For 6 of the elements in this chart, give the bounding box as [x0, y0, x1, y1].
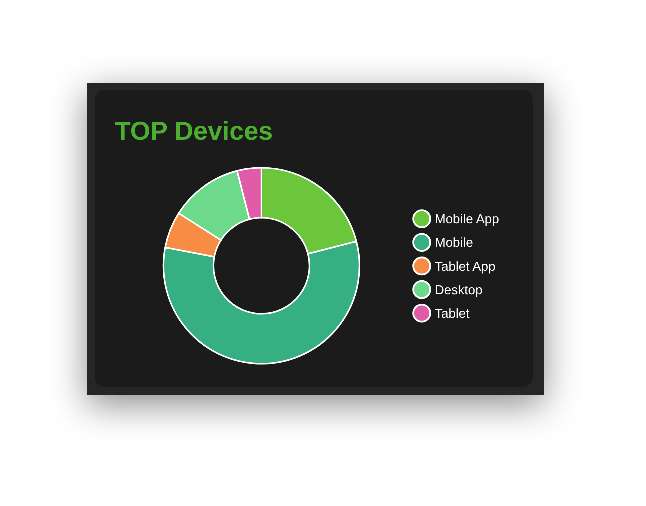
chart-title: TOP Devices	[115, 116, 274, 146]
legend-label: Tablet App	[435, 258, 496, 274]
legend-label: Desktop	[435, 282, 483, 298]
legend-label: Tablet	[435, 306, 470, 321]
legend-label: Mobile	[435, 235, 474, 250]
legend-label: Mobile App	[435, 212, 500, 227]
